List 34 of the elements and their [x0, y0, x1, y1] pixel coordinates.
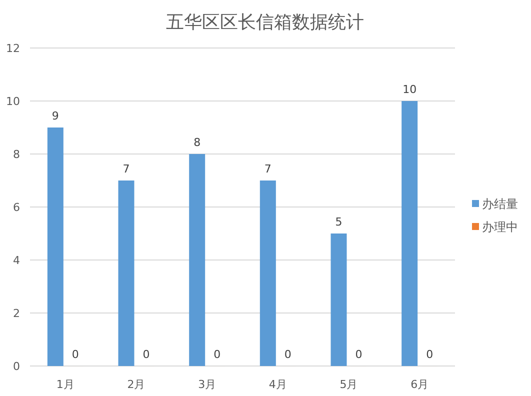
data-label: 8 [194, 136, 201, 149]
data-label: 5 [335, 216, 342, 228]
bar [330, 234, 347, 366]
data-label: 0 [142, 348, 150, 361]
data-label: 0 [426, 348, 434, 361]
x-tick-label: 4月 [268, 378, 287, 391]
x-tick-label: 5月 [340, 378, 358, 391]
data-label: 0 [284, 348, 292, 361]
data-label: 9 [52, 110, 59, 122]
y-tick-label: 8 [13, 148, 20, 161]
legend-label: 办结量 [482, 197, 518, 211]
y-tick-label: 12 [6, 42, 20, 55]
data-label: 0 [355, 348, 362, 361]
y-tick-label: 10 [6, 95, 20, 108]
x-tick-label: 6月 [410, 378, 429, 391]
y-tick-label: 4 [13, 254, 20, 267]
bar [402, 101, 418, 366]
bar [189, 154, 206, 366]
y-tick-label: 2 [13, 307, 20, 320]
y-tick-label: 0 [13, 360, 20, 373]
bar [118, 180, 134, 366]
x-tick-label: 1月 [56, 378, 74, 391]
x-tick-label: 2月 [127, 378, 146, 391]
data-label: 0 [72, 348, 79, 361]
data-label: 7 [264, 162, 272, 176]
data-label: 10 [402, 83, 417, 96]
legend-label: 办理中 [482, 220, 518, 234]
y-tick-label: 6 [13, 201, 20, 214]
data-label: 0 [214, 348, 221, 361]
data-label: 7 [122, 162, 130, 176]
chart-title: 五华区区长信箱数据统计 [166, 12, 364, 33]
bar [260, 180, 276, 366]
x-tick-label: 3月 [198, 378, 216, 391]
bar [47, 128, 64, 366]
